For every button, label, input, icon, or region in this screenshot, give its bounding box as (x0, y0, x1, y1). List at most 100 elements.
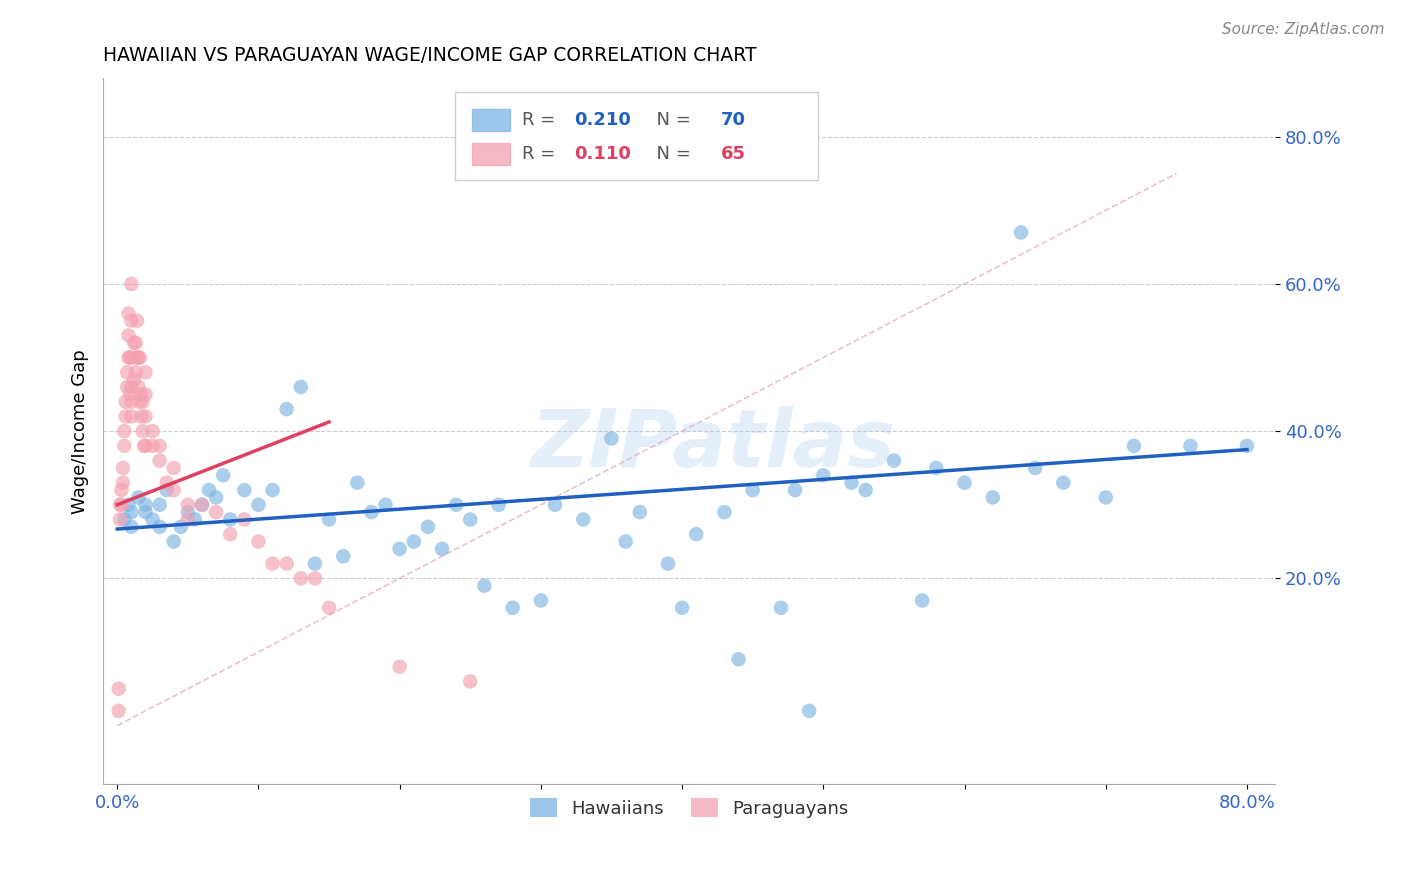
Point (953, 475, 976, 490)
Point (107, 681, 129, 696)
Point (163, 534, 186, 549)
Point (290, 380, 312, 394)
Point (262, 483, 284, 497)
Point (474, 579, 496, 593)
Point (118, 351, 141, 365)
Point (318, 600, 340, 615)
Point (671, 600, 693, 615)
Point (142, 424, 165, 438)
Point (530, 593, 553, 607)
Point (110, 498, 132, 512)
Point (925, 461, 948, 475)
Point (134, 498, 156, 512)
Point (855, 483, 877, 497)
Point (120, 351, 142, 365)
Point (131, 424, 153, 438)
Point (444, 498, 467, 512)
Point (128, 394, 150, 409)
Point (149, 520, 172, 534)
Point (156, 483, 179, 497)
Point (170, 520, 193, 534)
Point (112, 439, 135, 453)
Point (142, 439, 165, 453)
Point (262, 557, 284, 571)
Bar (472, 110, 510, 130)
Point (813, 468, 835, 483)
Point (108, 512, 131, 526)
Point (318, 512, 340, 526)
Point (107, 704, 129, 718)
Point (332, 549, 354, 564)
Point (134, 365, 156, 379)
Point (657, 557, 679, 571)
Point (1024, 461, 1046, 475)
Point (198, 483, 221, 497)
Point (134, 409, 156, 424)
Point (1010, 226, 1032, 240)
Point (1123, 439, 1146, 453)
Point (112, 512, 135, 526)
Point (125, 314, 148, 328)
Point (191, 498, 214, 512)
Point (741, 483, 763, 497)
Point (799, 704, 821, 718)
Point (346, 475, 368, 490)
Point (149, 453, 172, 467)
Point (205, 505, 228, 519)
Text: 0.110: 0.110 (574, 145, 631, 163)
FancyBboxPatch shape (454, 92, 818, 180)
Point (769, 600, 792, 615)
Point (502, 600, 524, 615)
Text: R =: R = (522, 111, 561, 129)
Point (219, 512, 242, 526)
Point (177, 498, 200, 512)
Point (149, 498, 172, 512)
Point (544, 498, 567, 512)
Point (142, 512, 165, 526)
Point (163, 461, 186, 475)
Point (122, 373, 145, 387)
Point (134, 439, 156, 453)
Text: N =: N = (644, 145, 696, 163)
Point (125, 351, 148, 365)
Point (304, 571, 326, 585)
Point (614, 534, 637, 549)
Point (112, 424, 135, 438)
Point (458, 674, 481, 689)
Y-axis label: Wage/Income Gap: Wage/Income Gap (72, 349, 89, 514)
Point (247, 534, 270, 549)
Point (120, 380, 142, 394)
Text: N =: N = (644, 111, 696, 129)
Point (127, 351, 149, 365)
Point (488, 498, 510, 512)
Point (132, 439, 155, 453)
Point (360, 505, 382, 519)
Point (117, 498, 139, 512)
Point (111, 475, 134, 490)
Point (416, 520, 439, 534)
Point (120, 394, 142, 409)
Point (134, 387, 156, 401)
Point (205, 491, 228, 505)
Point (247, 498, 270, 512)
Point (114, 394, 136, 409)
Point (685, 527, 707, 541)
Text: ZIPatlas: ZIPatlas (530, 406, 896, 484)
Point (388, 659, 411, 673)
Point (163, 483, 186, 497)
Point (1052, 475, 1074, 490)
Point (177, 505, 200, 519)
Point (120, 505, 142, 519)
Point (110, 483, 132, 497)
Point (134, 505, 156, 519)
Text: Source: ZipAtlas.com: Source: ZipAtlas.com (1222, 22, 1385, 37)
Point (131, 394, 153, 409)
Point (127, 491, 149, 505)
Point (458, 512, 481, 526)
Text: 65: 65 (721, 145, 745, 163)
Text: HAWAIIAN VS PARAGUAYAN WAGE/INCOME GAP CORRELATION CHART: HAWAIIAN VS PARAGUAYAN WAGE/INCOME GAP C… (103, 46, 756, 65)
Point (219, 527, 242, 541)
Point (120, 409, 142, 424)
Point (628, 505, 651, 519)
Point (117, 306, 139, 320)
